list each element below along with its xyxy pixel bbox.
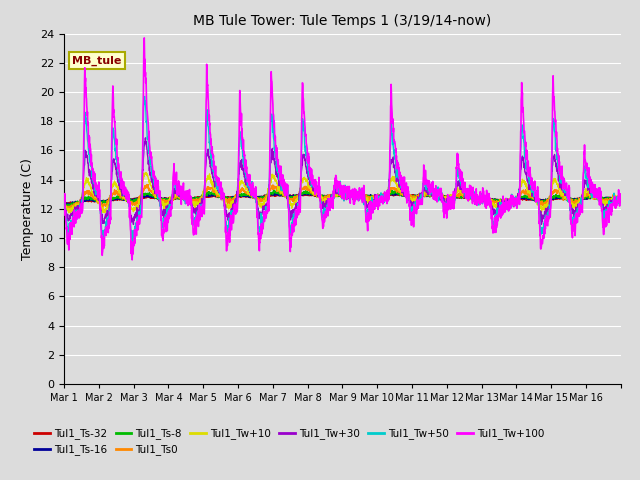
Y-axis label: Temperature (C): Temperature (C) (22, 158, 35, 260)
Legend: Tul1_Ts-32, Tul1_Ts-16, Tul1_Ts-8, Tul1_Ts0, Tul1_Tw+10, Tul1_Tw+30, Tul1_Tw+50,: Tul1_Ts-32, Tul1_Ts-16, Tul1_Ts-8, Tul1_… (30, 424, 548, 460)
Text: MB_tule: MB_tule (72, 55, 122, 66)
Title: MB Tule Tower: Tule Temps 1 (3/19/14-now): MB Tule Tower: Tule Temps 1 (3/19/14-now… (193, 14, 492, 28)
